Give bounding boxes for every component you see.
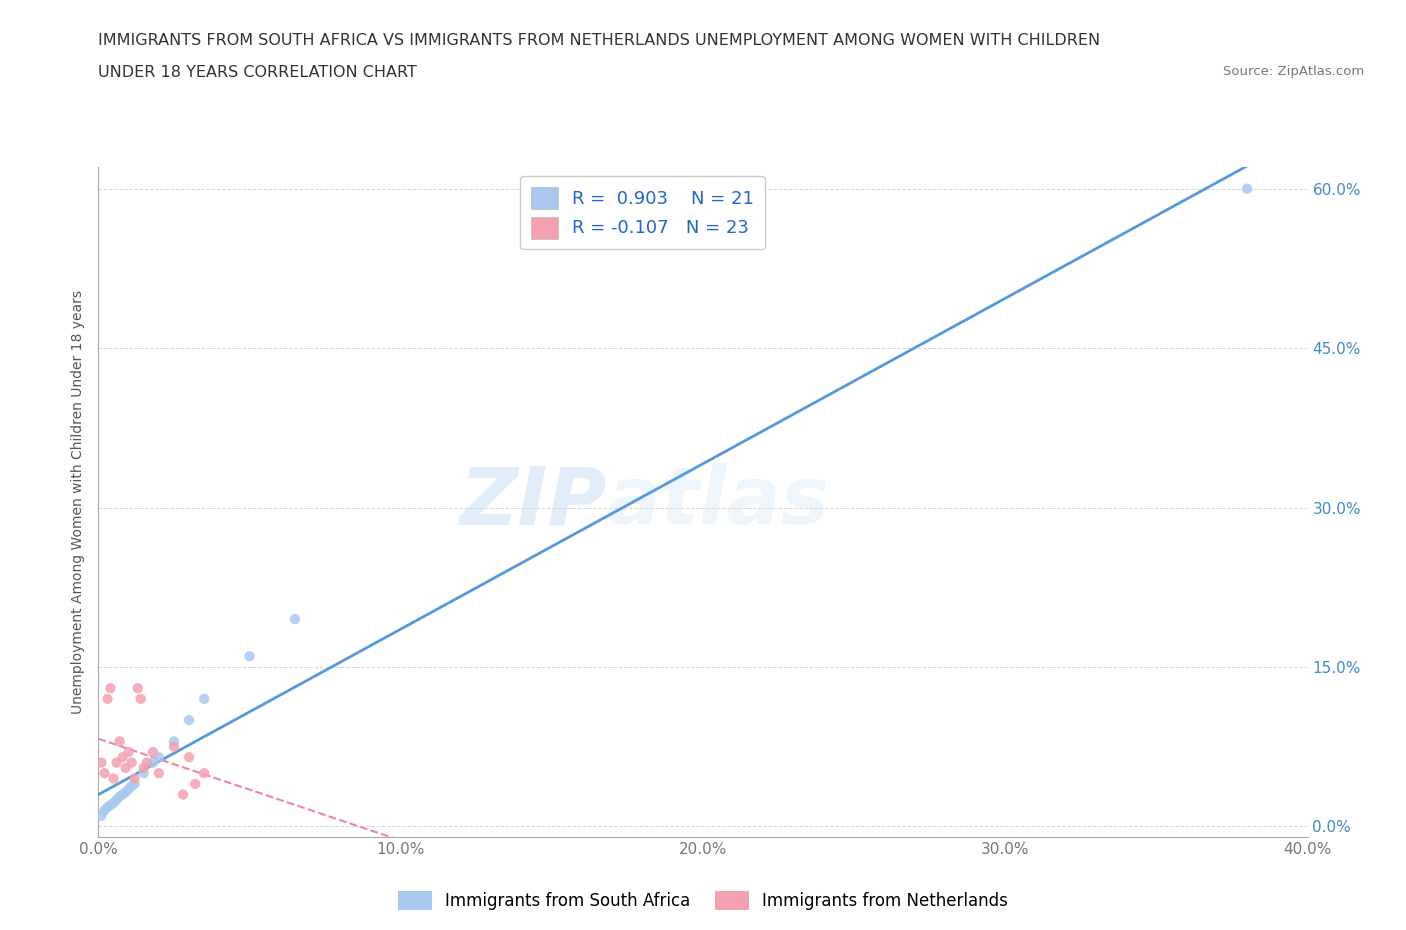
Point: [114, 785, 136, 800]
Point: [103, 771, 125, 786]
Point: [108, 734, 131, 749]
Point: [172, 787, 194, 802]
Point: [284, 612, 307, 627]
Point: [177, 712, 201, 727]
Point: [124, 777, 146, 791]
Point: [1236, 181, 1258, 196]
Legend: R =  0.903    N = 21, R = -0.107   N = 23: R = 0.903 N = 21, R = -0.107 N = 23: [520, 177, 765, 249]
Point: [90, 755, 112, 770]
Text: Source: ZipAtlas.com: Source: ZipAtlas.com: [1223, 65, 1364, 78]
Point: [121, 778, 143, 793]
Point: [193, 765, 215, 780]
Point: [93, 803, 115, 817]
Point: [108, 790, 131, 804]
Text: UNDER 18 YEARS CORRELATION CHART: UNDER 18 YEARS CORRELATION CHART: [98, 65, 418, 80]
Point: [163, 734, 186, 749]
Y-axis label: Unemployment Among Women with Children Under 18 years: Unemployment Among Women with Children U…: [70, 290, 84, 714]
Point: [163, 739, 186, 754]
Point: [118, 745, 141, 760]
Legend: Immigrants from South Africa, Immigrants from Netherlands: Immigrants from South Africa, Immigrants…: [392, 884, 1014, 917]
Point: [114, 761, 136, 776]
Point: [105, 792, 128, 807]
Point: [142, 745, 165, 760]
Text: IMMIGRANTS FROM SOUTH AFRICA VS IMMIGRANTS FROM NETHERLANDS UNEMPLOYMENT AMONG W: IMMIGRANTS FROM SOUTH AFRICA VS IMMIGRAN…: [98, 33, 1101, 47]
Point: [148, 765, 170, 780]
Point: [184, 777, 207, 791]
Point: [111, 787, 134, 802]
Point: [103, 795, 125, 810]
Point: [129, 691, 152, 706]
Point: [132, 761, 155, 776]
Point: [142, 755, 165, 770]
Point: [96, 691, 118, 706]
Point: [148, 750, 170, 764]
Point: [124, 771, 146, 786]
Point: [132, 765, 155, 780]
Point: [127, 681, 149, 696]
Point: [93, 765, 115, 780]
Point: [193, 691, 215, 706]
Point: [90, 808, 112, 823]
Point: [96, 800, 118, 815]
Text: atlas: atlas: [606, 463, 830, 541]
Point: [135, 755, 157, 770]
Point: [239, 649, 262, 664]
Point: [100, 798, 122, 813]
Point: [121, 755, 143, 770]
Point: [100, 681, 122, 696]
Point: [105, 755, 128, 770]
Text: ZIP: ZIP: [458, 463, 606, 541]
Point: [177, 750, 201, 764]
Point: [118, 782, 141, 797]
Point: [111, 750, 134, 764]
